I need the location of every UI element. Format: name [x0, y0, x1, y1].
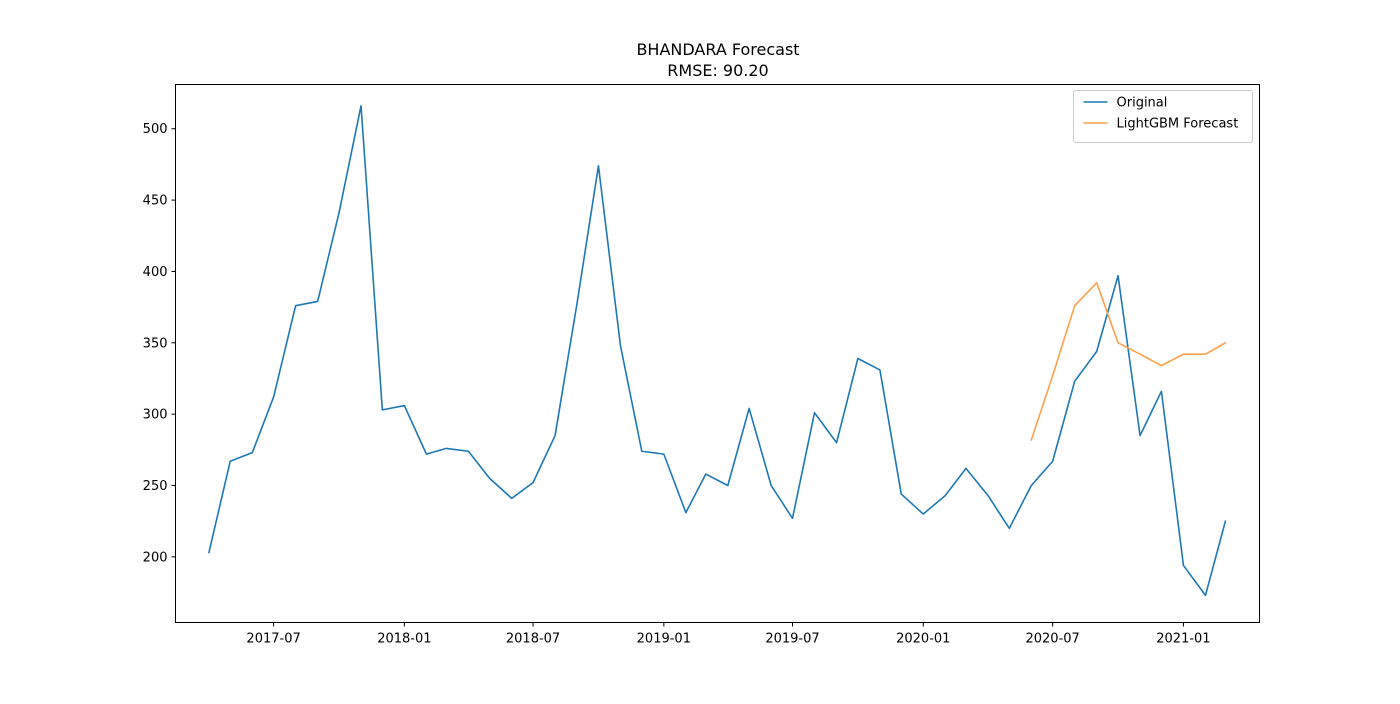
- x-tick-label: 2020-01: [896, 632, 950, 647]
- series-line-0: [207, 105, 1227, 597]
- y-tick-label: 400: [143, 265, 168, 280]
- chart-subtitle: RMSE: 90.20: [667, 61, 768, 80]
- y-tick-label: 250: [143, 479, 168, 494]
- legend-label: Original: [1117, 96, 1168, 111]
- x-tick-label: 2020-07: [1025, 632, 1079, 647]
- axes: 2017-07 2018-01 2018-07 2019-01 2019-07 2020-…: [143, 122, 1211, 646]
- chart-title: BHANDARA Forecast: [636, 40, 799, 59]
- plot-area: [207, 105, 1227, 597]
- legend: Original LightGBM Forecast: [1073, 90, 1253, 143]
- y-tick-label: 300: [143, 408, 168, 423]
- x-tick-label: 2019-07: [765, 632, 819, 647]
- plot-frame: [175, 84, 1260, 623]
- x-tick-label: 2017-07: [246, 632, 300, 647]
- y-tick-label: 500: [143, 122, 168, 137]
- y-tick-label: 450: [143, 194, 168, 209]
- x-tick-label: 2021-01: [1156, 632, 1210, 647]
- y-tick-label: 200: [143, 550, 168, 565]
- x-tick-label: 2018-01: [377, 632, 431, 647]
- legend-box: [1073, 90, 1253, 143]
- y-tick-label: 350: [143, 336, 168, 351]
- x-tick-label: 2019-01: [637, 632, 691, 647]
- x-tick-label: 2018-07: [506, 632, 560, 647]
- legend-label: LightGBM Forecast: [1117, 117, 1239, 132]
- series-line-1: [1030, 282, 1227, 441]
